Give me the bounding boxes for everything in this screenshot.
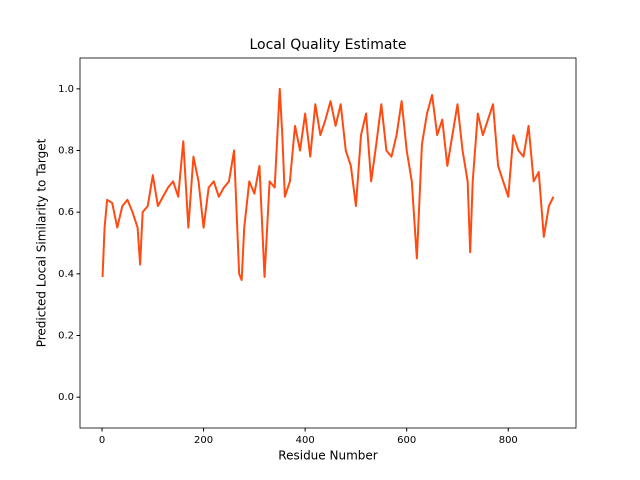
data-line xyxy=(101,87,555,281)
y-tick-label: 1.0 xyxy=(58,84,74,95)
x-tick-label: 400 xyxy=(296,435,315,446)
y-tick-label: 0.4 xyxy=(58,269,74,280)
y-tick-label: 0.8 xyxy=(58,146,74,157)
x-tick-label: 800 xyxy=(499,435,518,446)
plot-frame xyxy=(79,57,577,429)
x-axis-label: Residue Number xyxy=(278,449,377,463)
y-tick-label: 0.2 xyxy=(58,331,74,342)
y-tick-label: 0.0 xyxy=(58,392,74,403)
x-tick-label: 200 xyxy=(194,435,213,446)
chart-title: Local Quality Estimate xyxy=(249,37,406,53)
x-tick-label: 600 xyxy=(397,435,416,446)
x-tick-label: 0 xyxy=(99,435,105,446)
y-axis-label: Predicted Local Similarity to Target xyxy=(35,138,49,347)
y-tick-label: 0.6 xyxy=(58,207,74,218)
